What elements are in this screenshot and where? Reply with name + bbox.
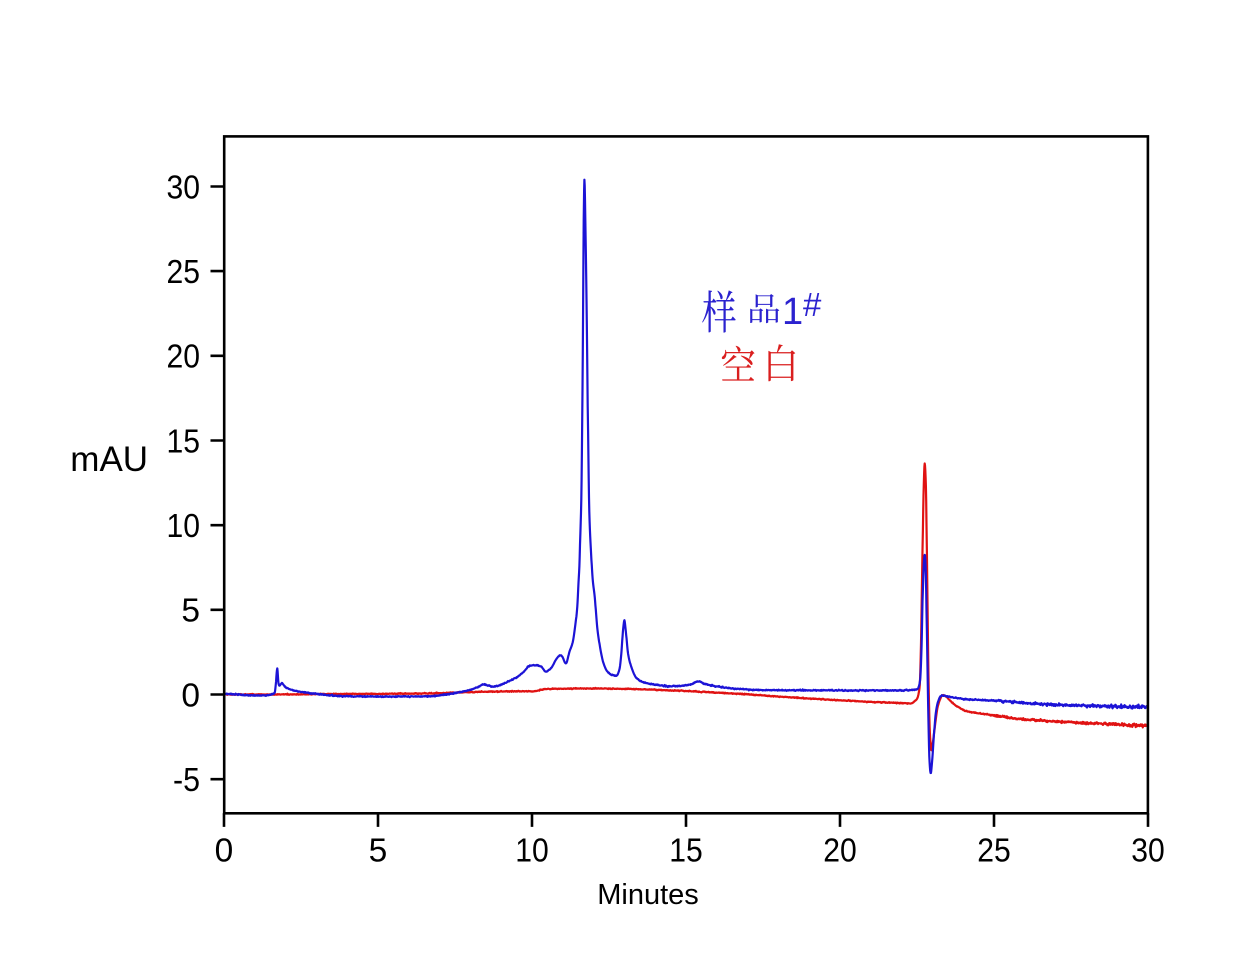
svg-text:0: 0 <box>215 833 234 870</box>
svg-text:20: 20 <box>167 339 201 376</box>
svg-text:10: 10 <box>167 508 201 545</box>
svg-text:20: 20 <box>823 833 857 870</box>
svg-text:1: 1 <box>782 291 803 333</box>
svg-text:25: 25 <box>167 254 201 291</box>
svg-text:5: 5 <box>369 833 388 870</box>
svg-text:25: 25 <box>977 833 1011 870</box>
svg-text:15: 15 <box>669 833 703 870</box>
svg-text:Minutes: Minutes <box>597 879 699 911</box>
svg-text:30: 30 <box>1131 833 1165 870</box>
svg-text:30: 30 <box>167 169 201 206</box>
svg-text:15: 15 <box>167 423 201 460</box>
svg-text:10: 10 <box>515 833 549 870</box>
svg-text:5: 5 <box>181 593 200 630</box>
svg-text:-5: -5 <box>173 762 200 799</box>
svg-text:#: # <box>803 286 822 323</box>
svg-text:mAU: mAU <box>70 440 148 479</box>
svg-text:0: 0 <box>181 677 200 714</box>
